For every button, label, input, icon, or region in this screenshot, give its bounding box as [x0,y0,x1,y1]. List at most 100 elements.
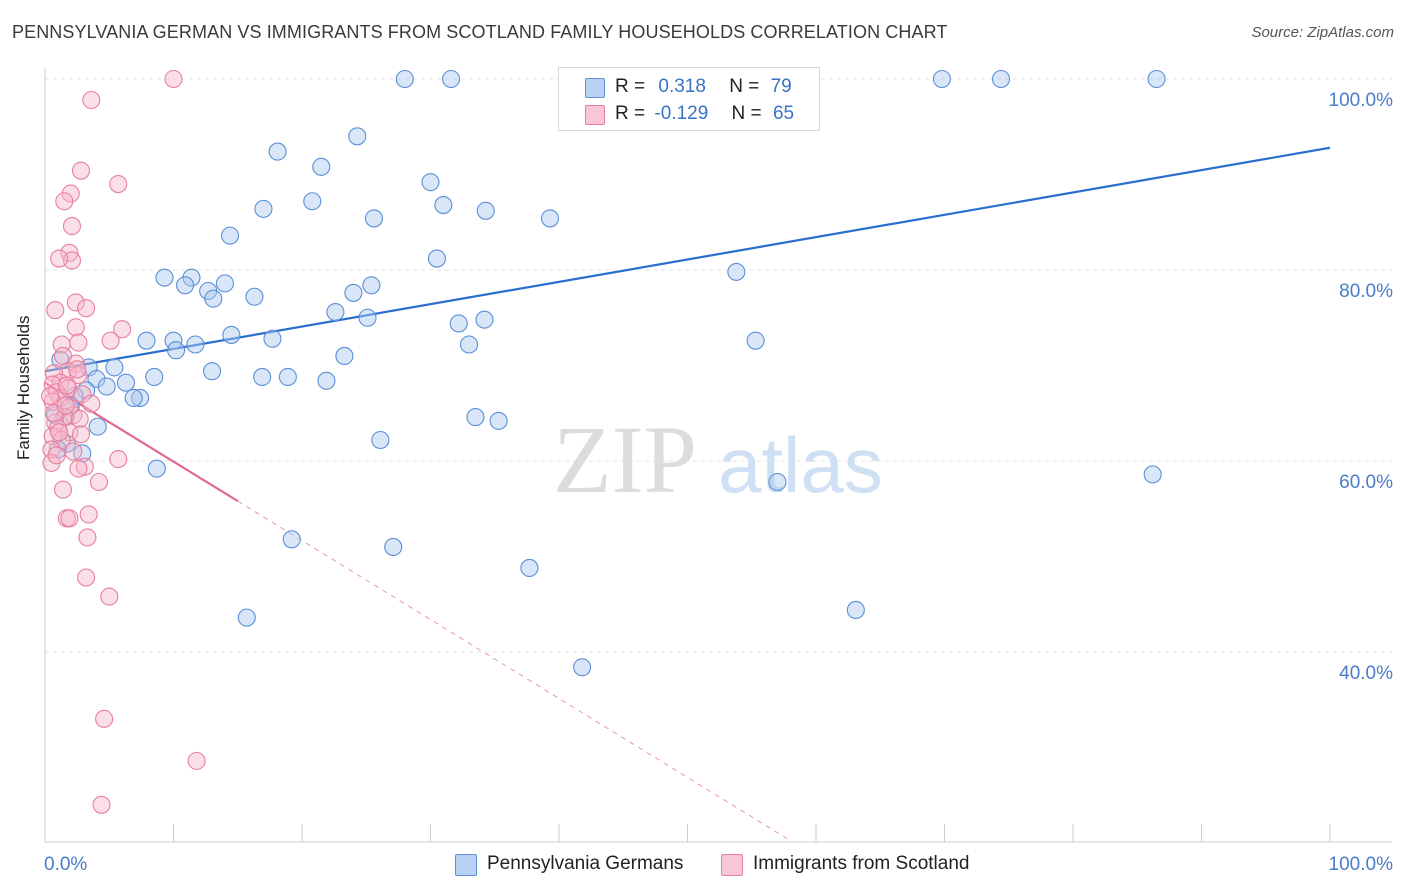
trend-layer [44,146,1331,842]
points-layer [41,69,1166,814]
data-point-pink [61,184,80,203]
legend-n-value: 65 [772,103,795,124]
data-point-blue [253,367,272,387]
data-point-blue [442,69,461,89]
data-point-blue [489,411,508,430]
y-tick-label: 100.0% [1329,90,1394,111]
data-point-blue [65,387,84,406]
data-point-blue [87,369,106,388]
data-point-pink [101,331,120,350]
y-tick-label: 40.0% [1339,663,1393,684]
data-point-blue [254,199,273,218]
data-point-blue [167,341,186,360]
data-point-blue [427,249,446,268]
data-point-pink [100,587,119,606]
data-point-blue [204,289,223,308]
data-point-blue [449,314,468,333]
data-point-pink [60,423,79,442]
data-point-blue [348,127,367,146]
y-axis-label: Family Households [14,315,33,460]
legend-r-label: R = [615,76,646,97]
legend-r-value: 0.318 [658,76,706,97]
data-point-blue [203,362,222,381]
tick-labels: 40.0% 60.0% 80.0% 100.0% 0.0% 100.0% [44,90,1393,875]
data-point-blue [237,608,256,627]
data-point-blue [282,530,301,549]
chart-title: PENNSYLVANIA GERMAN VS IMMIGRANTS FROM S… [12,22,948,42]
data-point-blue [344,283,363,302]
data-point-blue [97,377,116,396]
data-point-blue [1143,465,1162,484]
data-point-pink [95,709,114,728]
stats-legend: R = 0.318 N = 79 R = -0.129 N = 65 [558,67,820,131]
data-point-pink [71,161,91,180]
data-point-blue [215,274,234,293]
data-point-pink [70,409,89,429]
data-point-blue [326,302,345,322]
data-point-pink [53,480,73,499]
data-point-blue [137,331,156,350]
y-tick-label: 80.0% [1339,281,1393,302]
data-point-blue [466,408,485,427]
data-point-pink [66,318,85,337]
data-point-pink [50,423,69,442]
data-point-pink [57,376,76,395]
data-point-blue [303,192,322,211]
data-point-blue [475,310,494,329]
data-point-pink [60,509,79,528]
data-point-blue [573,658,592,677]
data-point-blue [727,262,746,281]
data-point-blue [186,335,205,354]
data-point-blue [182,268,201,287]
watermark-zip: ZIP [553,406,697,513]
data-point-blue [73,444,92,463]
data-point-pink [64,442,83,461]
data-point-pink [164,69,183,89]
trend-line-pink [44,381,239,503]
data-point-blue [476,201,495,220]
data-point-pink [109,450,128,469]
legend-swatch-blue [585,78,605,98]
data-point-blue [335,346,354,366]
trend-line-extension [237,500,791,842]
data-point-blue [746,331,765,350]
legend-label-series2: Immigrants from Scotland [753,853,970,874]
trend-line-blue [44,146,1331,373]
data-point-pink [55,192,74,211]
data-point-pink [69,365,88,385]
watermark-atlas: atlas [718,421,883,509]
data-point-blue [116,373,136,392]
legend-label-series1: Pennsylvania Germans [487,853,684,874]
data-point-blue [991,69,1011,89]
data-point-blue [540,209,560,228]
data-point-pink [50,249,69,268]
data-point-blue [317,371,336,390]
data-point-blue [520,558,539,578]
data-point-blue [1147,69,1166,89]
data-point-blue [222,325,241,344]
data-point-blue [421,173,440,192]
y-tick-label: 60.0% [1339,472,1393,493]
data-point-blue [176,276,195,295]
data-point-blue [846,600,865,620]
data-point-pink [71,425,91,444]
data-point-pink [78,528,97,547]
data-point-pink [82,90,101,110]
data-point-pink [42,440,61,459]
data-point-blue [131,388,150,408]
data-point-pink [79,505,98,524]
data-point-blue [263,329,282,348]
watermark: ZIP atlas [553,406,883,513]
data-point-blue [312,157,331,176]
data-point-pink [66,354,85,373]
grid-layer [45,78,1392,653]
data-point-blue [268,142,287,161]
data-point-pink [187,751,206,770]
data-point-blue [147,459,166,478]
data-point-pink [66,293,85,312]
data-point-pink [77,568,96,587]
data-point-blue [459,335,479,354]
data-point-blue [245,287,264,306]
legend-n-label: N = [731,103,762,124]
